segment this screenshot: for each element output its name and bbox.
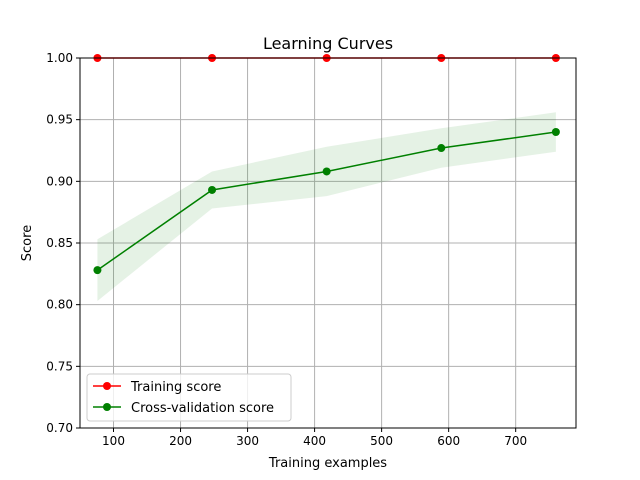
- y-tick-label: 0.95: [46, 113, 73, 127]
- x-tick-label: 200: [169, 434, 192, 448]
- point-series-1: [93, 266, 102, 275]
- x-tick-label: 100: [102, 434, 125, 448]
- point-series-1: [208, 185, 217, 194]
- y-tick-label: 0.70: [46, 421, 73, 435]
- chart-title: Learning Curves: [263, 34, 393, 53]
- x-tick-label: 600: [437, 434, 460, 448]
- x-tick-label: 400: [303, 434, 326, 448]
- y-tick-label: 0.85: [46, 236, 73, 250]
- x-tick-label: 700: [504, 434, 527, 448]
- x-axis-ticks: 100 200 300 400 500 600 700: [102, 428, 527, 448]
- legend-label-training: Training score: [130, 380, 221, 395]
- confidence-bands: [97, 112, 556, 301]
- x-tick-label: 300: [236, 434, 259, 448]
- legend-label-cv: Cross-validation score: [131, 401, 274, 416]
- band-series-1: [97, 112, 556, 301]
- point-series-1: [551, 128, 560, 136]
- y-tick-label: 0.90: [46, 174, 73, 188]
- legend-box: [86, 373, 292, 422]
- legend: Training score Cross-validation score: [86, 373, 292, 422]
- legend-marker-cv: [103, 403, 111, 411]
- y-axis-ticks: 0.70 0.75 0.80 0.85 0.90 0.95 1.00: [46, 51, 80, 435]
- y-tick-label: 0.80: [46, 298, 73, 312]
- x-axis-label: Training examples: [268, 456, 387, 471]
- point-series-1: [322, 167, 331, 176]
- point-series-1: [437, 144, 446, 153]
- y-axis-label: Score: [20, 225, 35, 261]
- y-tick-label: 1.00: [46, 51, 73, 65]
- legend-marker-training: [103, 382, 111, 390]
- x-tick-label: 500: [370, 434, 393, 448]
- y-tick-label: 0.75: [46, 359, 73, 373]
